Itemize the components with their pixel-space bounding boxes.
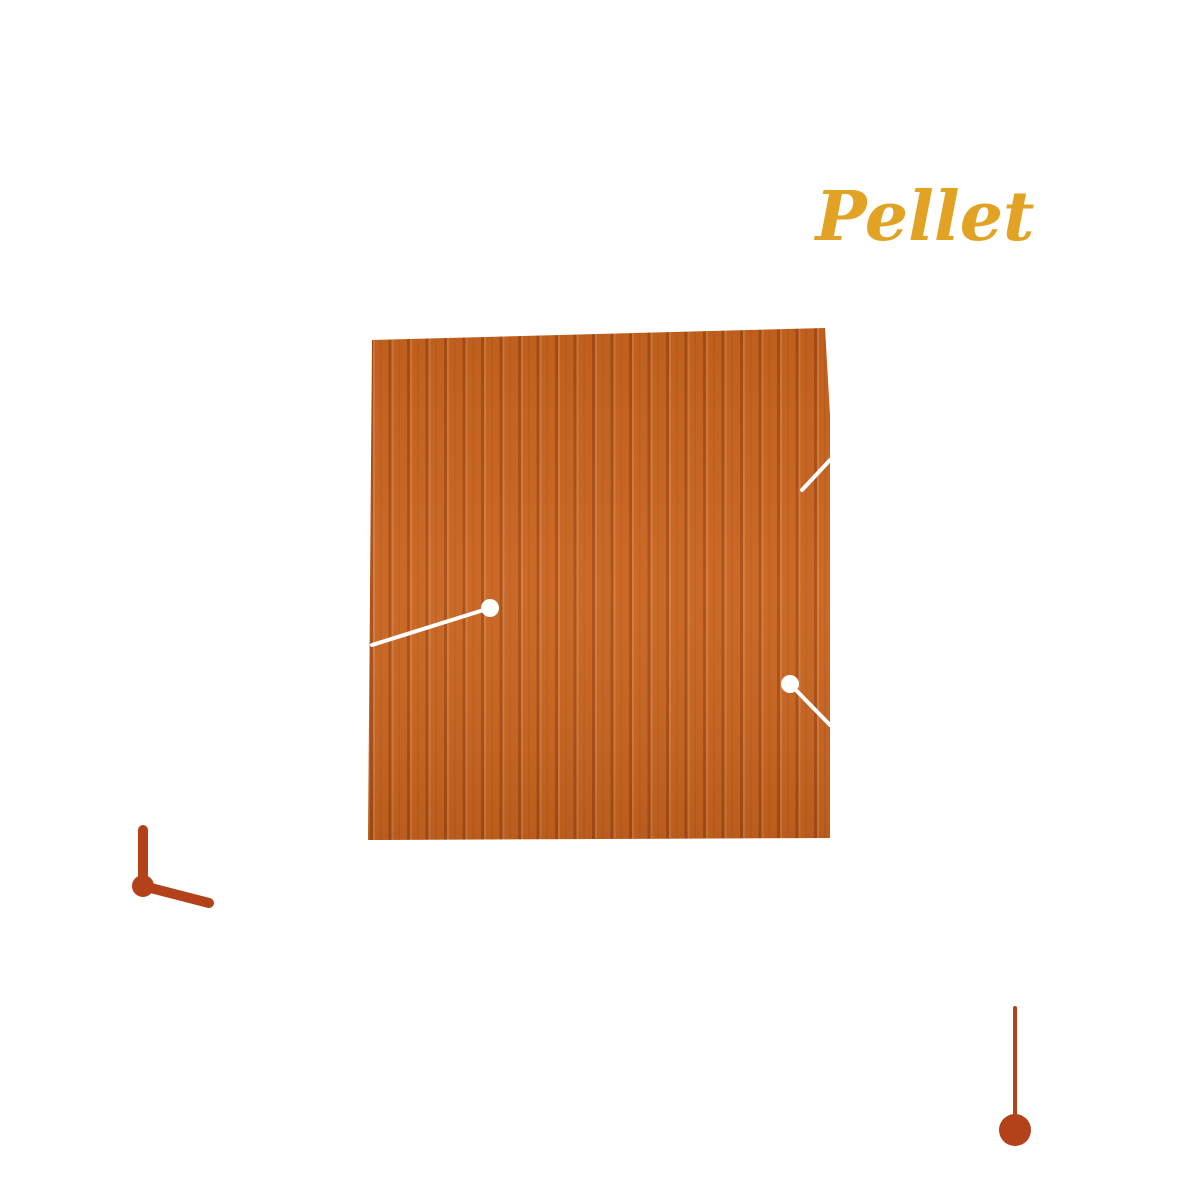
decor-dot	[999, 1114, 1031, 1146]
callout-dot	[481, 599, 499, 617]
callouts	[370, 458, 832, 727]
pellet-sheet	[368, 328, 830, 840]
callout-line	[788, 682, 832, 727]
decor-dot	[132, 875, 154, 897]
callout-line	[800, 458, 832, 492]
pellet-shade	[368, 328, 830, 840]
callout-line	[370, 606, 492, 647]
decor-left	[132, 825, 214, 908]
callout-dot	[781, 675, 799, 693]
decor-right	[999, 1006, 1031, 1146]
decor-line	[138, 881, 214, 908]
product-title: Pellet	[814, 177, 1035, 257]
